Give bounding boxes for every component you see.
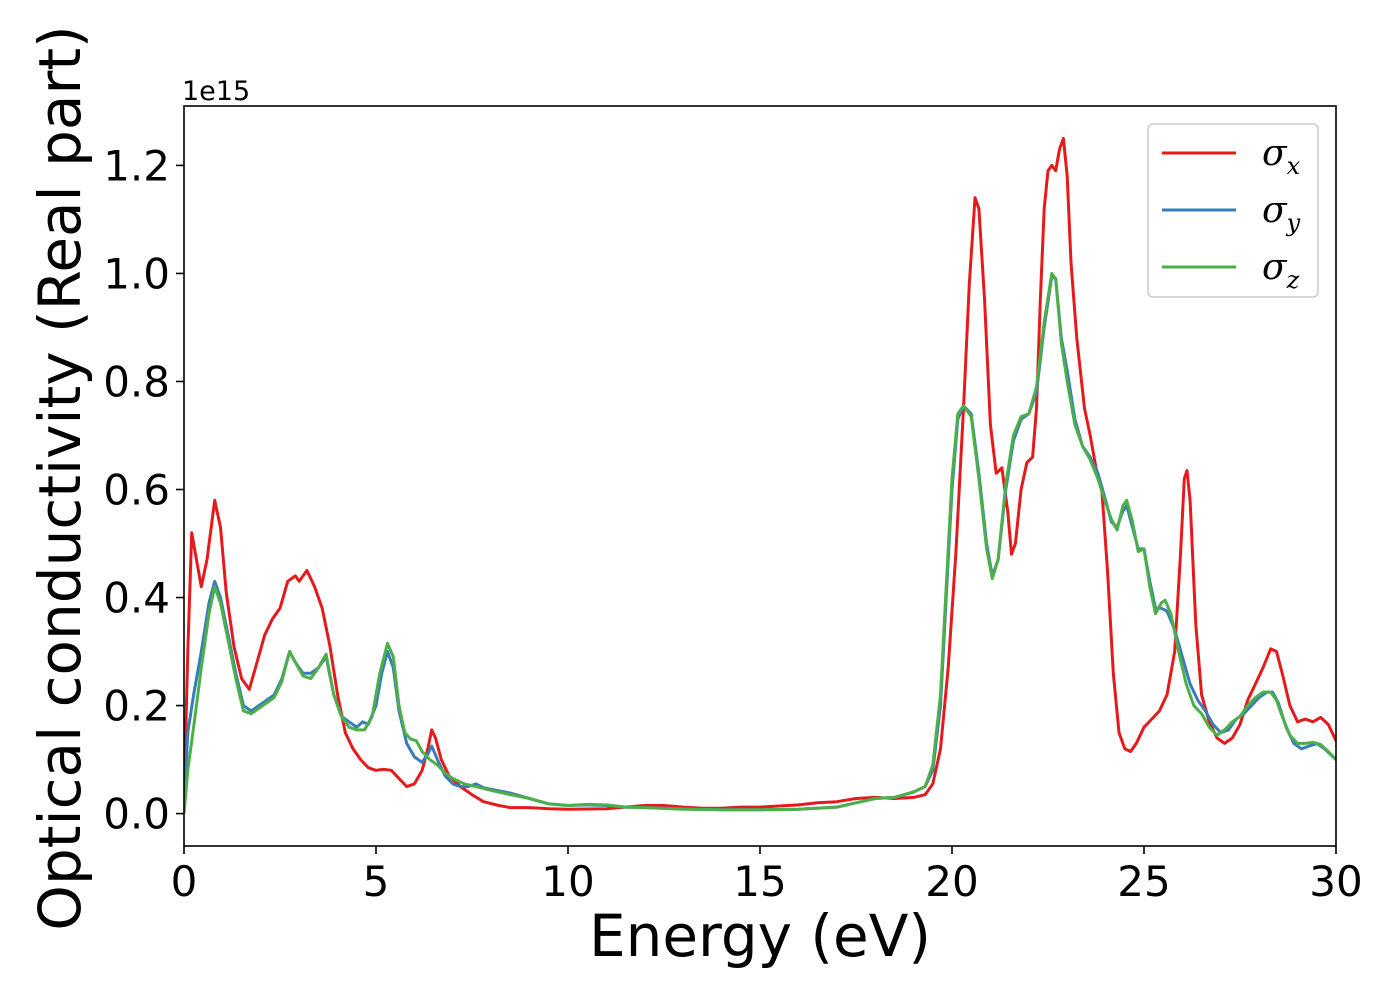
y-tick-label: 0.2 [103, 682, 170, 731]
series-layer [184, 136, 1336, 814]
x-tick-label: 10 [541, 857, 594, 906]
y-axis-ticks: 0.0 0.2 0.4 0.6 0.8 1.0 1.2 [103, 141, 184, 839]
x-axis-title: Energy (eV) [589, 902, 931, 970]
x-tick-label: 15 [733, 857, 786, 906]
legend-label-x: σx [1262, 133, 1301, 180]
y-tick-label: 0.6 [103, 466, 170, 515]
x-tick-label: 20 [925, 857, 978, 906]
series-line-x [184, 136, 1336, 811]
x-tick-label: 5 [363, 857, 390, 906]
x-tick-label: 30 [1309, 857, 1362, 906]
legend-label-y: σy [1262, 190, 1301, 237]
y-tick-label: 1.0 [103, 249, 170, 298]
legend-label-z: σz [1262, 247, 1300, 294]
series-line-z [184, 271, 1336, 814]
y-offset-text: 1e15 [182, 76, 250, 107]
y-tick-label: 0.8 [103, 357, 170, 406]
plot-background [184, 106, 1336, 846]
legend: σx σy σz [1147, 123, 1319, 298]
y-tick-label: 0.4 [103, 574, 170, 623]
x-tick-label: 25 [1117, 857, 1170, 906]
y-tick-label: 0.0 [103, 790, 170, 839]
y-tick-label: 1.2 [103, 141, 170, 190]
x-tick-label: 0 [171, 857, 198, 906]
x-axis-ticks: 0 5 10 15 20 25 30 [171, 846, 1363, 906]
y-axis-title: Optical conductivity (Real part) [26, 25, 94, 930]
